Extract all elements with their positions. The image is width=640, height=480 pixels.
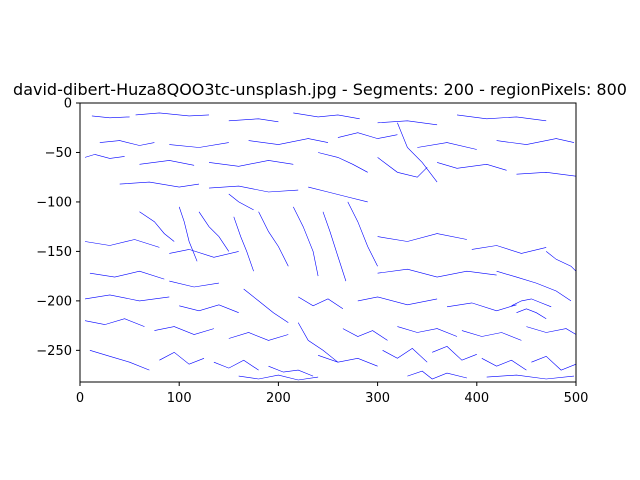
- segment-line-39: [377, 268, 497, 278]
- y-axis: 0 −50 −100 −150 −200 −250: [36, 97, 80, 359]
- segment-line-16: [377, 157, 428, 178]
- segment-line-15: [318, 152, 368, 173]
- segment-line-67: [407, 370, 467, 380]
- segment-line-61: [318, 355, 378, 367]
- y-tick-label: −50: [45, 146, 72, 161]
- segment-line-66: [238, 374, 319, 381]
- segment-line-18: [437, 162, 507, 171]
- segment-line-57: [89, 350, 150, 371]
- y-tick-label: 0: [64, 97, 72, 112]
- axes-frame: [79, 102, 577, 383]
- y-tick-label: −200: [36, 294, 72, 309]
- segment-line-56: [526, 326, 577, 335]
- segment-line-21: [208, 185, 299, 193]
- segment-line-30: [322, 211, 347, 282]
- segment-line-24: [139, 211, 175, 242]
- x-tick-label: 0: [76, 391, 84, 406]
- segment-line-23: [228, 193, 254, 211]
- segment-line-4: [377, 120, 438, 126]
- segment-line-19: [516, 171, 577, 177]
- segment-line-14: [208, 160, 294, 167]
- segment-line-3: [293, 112, 360, 120]
- y-tick-label: −250: [36, 344, 72, 359]
- segment-line-28: [258, 211, 289, 267]
- segment-line-20: [119, 181, 200, 188]
- segment-line-9: [337, 132, 398, 139]
- segment-line-51: [228, 332, 289, 341]
- segment-line-10: [417, 142, 477, 150]
- x-tick-label: 300: [365, 391, 390, 406]
- segment-line-11: [496, 138, 575, 145]
- segment-line-32: [84, 239, 160, 248]
- x-axis: 0 100 200 300 400 500: [76, 382, 589, 406]
- segment-line-48: [516, 308, 547, 319]
- segment-line-6: [99, 140, 155, 146]
- segment-line-35: [471, 245, 547, 254]
- segment-line-31: [347, 201, 378, 267]
- segment-line-40: [496, 270, 572, 302]
- segment-line-26: [198, 211, 230, 252]
- segment-line-52: [297, 322, 339, 363]
- x-tick-label: 100: [167, 391, 192, 406]
- segment-line-37: [89, 270, 165, 280]
- segment-line-25: [178, 206, 198, 262]
- segment-line-60: [268, 365, 314, 377]
- segment-line-46: [446, 302, 517, 312]
- segment-line-12: [84, 154, 125, 159]
- segment-line-34: [377, 233, 467, 242]
- segment-line-43: [243, 288, 289, 323]
- segment-line-68: [486, 374, 575, 380]
- segment-line-65: [531, 355, 577, 371]
- plot-area: [84, 112, 577, 381]
- chart-title: david-dibert-Huza8QOO3tc-unsplash.jpg - …: [13, 80, 627, 99]
- segment-line-42: [179, 304, 239, 313]
- segment-line-59: [213, 359, 259, 371]
- segment-line-33: [169, 249, 239, 258]
- segment-line-58: [159, 351, 205, 365]
- segment-line-2: [228, 118, 279, 123]
- segment-line-13: [139, 160, 195, 166]
- y-tick-label: −100: [36, 195, 72, 210]
- segment-line-38: [169, 280, 219, 288]
- segment-line-17: [397, 122, 438, 183]
- segment-line-50: [154, 326, 214, 335]
- segment-line-53: [342, 328, 388, 341]
- y-tick-label: −150: [36, 245, 72, 260]
- segment-line-22: [308, 186, 368, 203]
- x-tick-label: 500: [564, 391, 589, 406]
- segment-line-36: [546, 251, 577, 272]
- segment-line-8: [248, 138, 329, 145]
- segment-line-27: [233, 216, 254, 272]
- segment-line-45: [357, 296, 438, 306]
- segment-line-1: [135, 112, 210, 117]
- segment-line-49: [84, 318, 145, 327]
- segment-line-47: [511, 298, 552, 308]
- segment-line-64: [481, 358, 527, 371]
- segment-line-44: [298, 296, 344, 310]
- segment-line-0: [91, 115, 130, 119]
- x-tick-label: 200: [266, 391, 291, 406]
- segment-line-62: [382, 348, 428, 363]
- x-tick-label: 400: [464, 391, 489, 406]
- segment-line-54: [397, 326, 458, 337]
- segment-line-63: [432, 346, 477, 361]
- segment-line-29: [293, 206, 319, 277]
- segment-line-5: [456, 114, 547, 122]
- segment-line-55: [461, 330, 522, 341]
- segment-line-41: [84, 294, 170, 302]
- segment-line-7: [169, 142, 229, 148]
